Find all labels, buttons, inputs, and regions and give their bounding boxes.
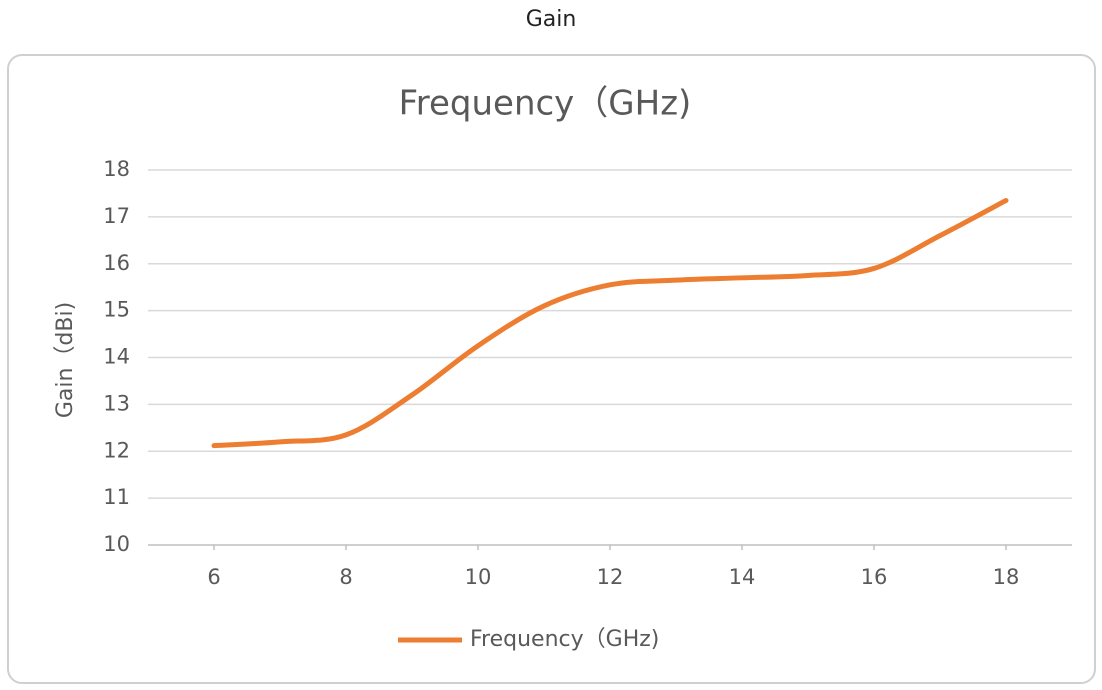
- x-tick-label: 8: [339, 565, 352, 589]
- y-tick-label: 15: [103, 298, 130, 322]
- x-tick-label: 10: [465, 565, 492, 589]
- x-tick-label: 6: [207, 565, 220, 589]
- x-tick-label: 18: [993, 565, 1020, 589]
- legend-text: Frequency（GHz): [470, 627, 659, 652]
- chart-frame: [7, 54, 1096, 684]
- page-title: Gain: [526, 7, 577, 32]
- y-tick-label: 13: [103, 391, 130, 415]
- x-tick-label: 12: [597, 565, 624, 589]
- y-tick-label: 16: [103, 251, 130, 275]
- chart-title: Frequency（GHz): [399, 84, 692, 124]
- x-tick-label: 14: [729, 565, 756, 589]
- y-tick-label: 10: [103, 532, 130, 556]
- y-tick-label: 17: [103, 204, 130, 228]
- y-tick-label: 14: [103, 345, 130, 369]
- series-line: [211, 197, 1009, 449]
- y-tick-label: 18: [103, 157, 130, 181]
- y-tick-label: 11: [103, 485, 130, 509]
- y-axis-label: Gain（dBi): [53, 302, 78, 418]
- x-tick-label: 16: [861, 565, 888, 589]
- y-tick-label: 12: [103, 438, 130, 462]
